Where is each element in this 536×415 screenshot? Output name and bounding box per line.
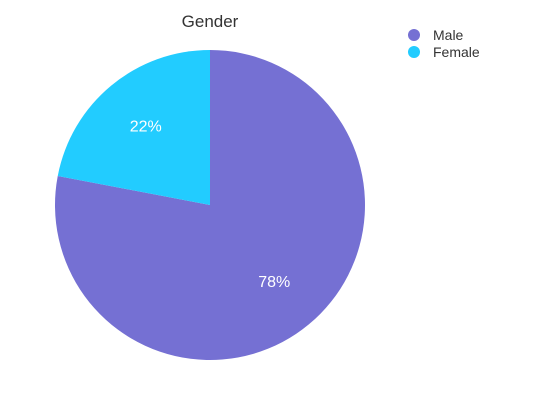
chart-title: Gender	[181, 12, 239, 31]
pie-slice-female[interactable]	[57, 49, 210, 205]
slice-label-male: 78%	[258, 274, 290, 291]
legend-swatch-male	[408, 28, 420, 41]
slice-label-female: 22%	[130, 119, 162, 136]
legend-label-male: Male	[433, 26, 464, 43]
legend-item-male[interactable]: Male	[408, 26, 480, 43]
legend-label-female: Female	[433, 43, 480, 60]
legend-item-female[interactable]: Female	[408, 43, 480, 60]
legend: Male Female	[408, 26, 480, 60]
legend-swatch-female	[408, 45, 420, 58]
